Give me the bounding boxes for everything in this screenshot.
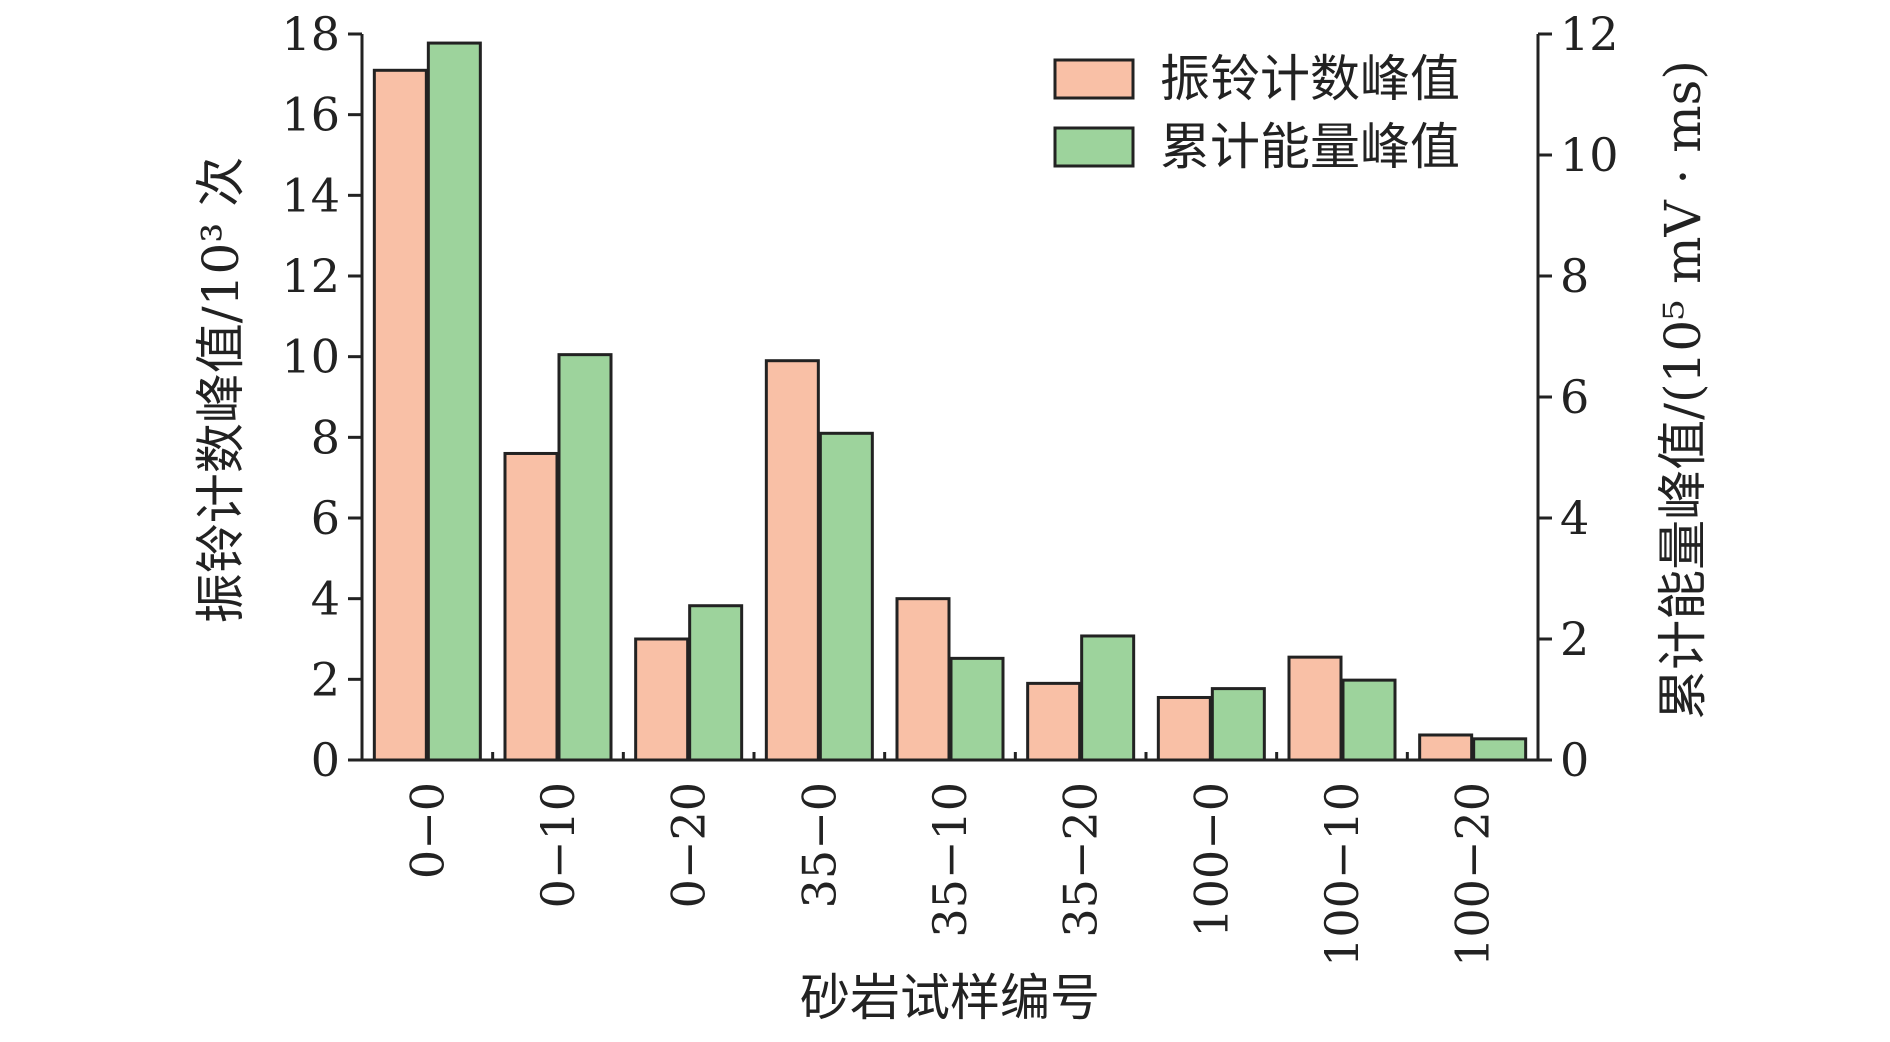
bar-series-2-0 — [426, 41, 482, 762]
legend-label-series-2: 累计能量峰值 — [1160, 118, 1460, 176]
bar-series-1-0 — [372, 68, 428, 762]
x-axis-title: 砂岩试样编号 — [800, 969, 1100, 1027]
left-tick-label-8: 16 — [281, 88, 340, 142]
category-label-2: 0−20 — [662, 782, 716, 908]
right-tick-label-4: 8 — [1560, 249, 1589, 303]
left-tick-label-0: 0 — [311, 733, 340, 787]
right-tick-label-2: 4 — [1560, 491, 1589, 545]
category-label-0: 0−0 — [400, 782, 454, 879]
category-label-5: 35−20 — [1054, 782, 1108, 938]
right-tick-label-3: 6 — [1560, 370, 1589, 424]
category-label-3: 35−0 — [792, 782, 846, 908]
left-tick-label-6: 12 — [281, 249, 340, 303]
left-tick-label-5: 10 — [281, 330, 340, 384]
legend: 振铃计数峰值 累计能量峰值 — [1053, 50, 1460, 176]
left-tick-label-3: 6 — [311, 491, 340, 545]
bar-series-2-6 — [1210, 687, 1266, 762]
bar-series-1-3 — [764, 359, 820, 762]
bar-series-2-2 — [688, 604, 744, 762]
category-label-7: 100−10 — [1315, 782, 1369, 967]
left-tick-label-2: 4 — [311, 572, 340, 626]
bar-series-2-1 — [557, 353, 613, 762]
left-tick-label-7: 14 — [281, 168, 340, 222]
left-axis-title: 振铃计数峰值/10³ 次 — [192, 157, 250, 623]
ticks-layer: 0 2 4 6 8 10 12 14 16 18 0 2 4 6 8 10 12 — [281, 7, 1618, 787]
right-tick-label-1: 2 — [1560, 612, 1589, 666]
bar-series-1-8 — [1418, 733, 1474, 762]
bar-series-1-1 — [503, 451, 559, 762]
legend-label-series-1: 振铃计数峰值 — [1160, 50, 1460, 108]
right-tick-label-0: 0 — [1560, 733, 1589, 787]
category-label-8: 100−20 — [1446, 782, 1500, 967]
category-label-1: 0−10 — [531, 782, 585, 908]
bar-series-1-6 — [1156, 695, 1212, 762]
right-tick-label-6: 12 — [1560, 7, 1619, 61]
bar-series-2-3 — [818, 431, 874, 762]
right-tick-label-5: 10 — [1560, 128, 1619, 182]
legend-swatch-series-2 — [1053, 126, 1135, 168]
bar-series-1-5 — [1026, 681, 1082, 762]
bar-series-1-2 — [634, 637, 690, 762]
category-labels: 0−0 0−10 0−20 35−0 35−10 35−20 100−0 100−10 100−… — [400, 782, 1499, 967]
left-tick-label-4: 8 — [311, 410, 340, 464]
bar-series-2-5 — [1080, 634, 1136, 762]
left-tick-label-9: 18 — [281, 7, 340, 61]
bar-series-2-4 — [949, 656, 1005, 762]
bar-series-2-7 — [1341, 678, 1397, 762]
bar-series-1-4 — [895, 597, 951, 762]
category-label-6: 100−0 — [1184, 782, 1238, 938]
bar-series-2-8 — [1472, 737, 1528, 762]
right-axis-title: 累计能量峰值/(10⁵ mV · ms) — [1654, 60, 1712, 720]
left-tick-label-1: 2 — [311, 652, 340, 706]
legend-swatch-series-1 — [1053, 58, 1135, 100]
bars-layer — [372, 41, 1528, 762]
category-label-4: 35−10 — [923, 782, 977, 938]
bar-series-1-7 — [1287, 655, 1343, 762]
